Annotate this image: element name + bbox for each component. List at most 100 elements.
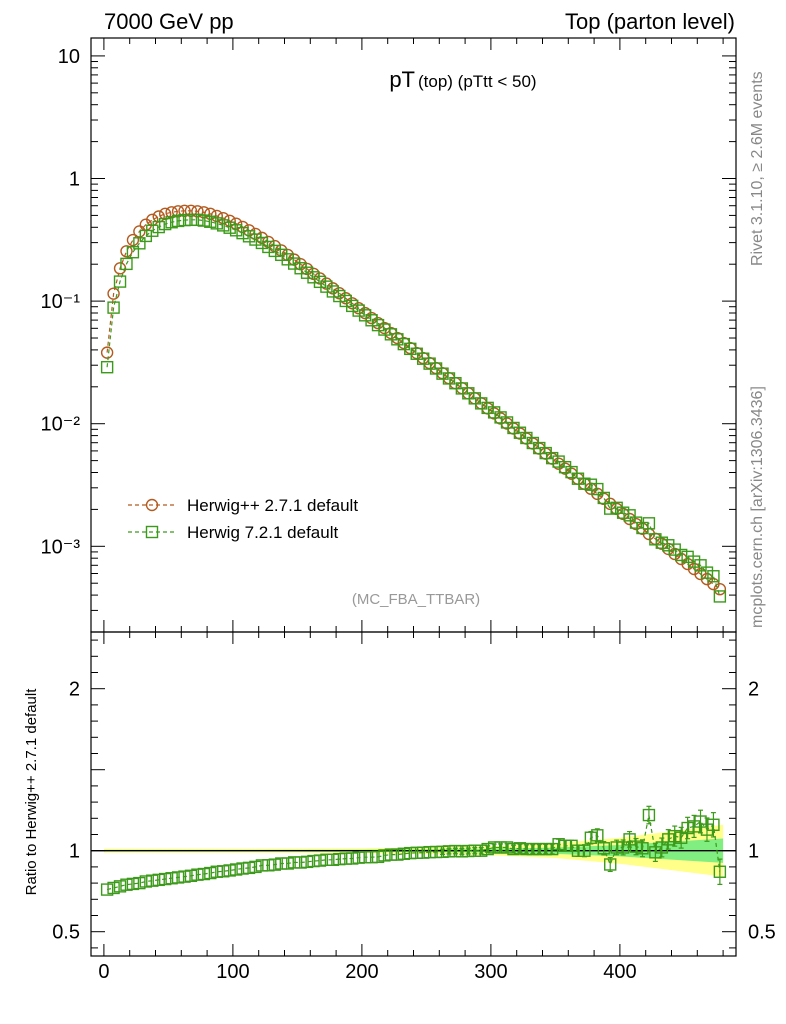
data-point xyxy=(397,337,411,351)
data-point xyxy=(442,372,456,385)
data-point xyxy=(204,215,217,228)
ratio-point xyxy=(636,842,649,855)
ratio-point xyxy=(358,850,372,864)
legend-label-herwig-pp: Herwig++ 2.7.1 default xyxy=(187,496,358,515)
main-plot-frame xyxy=(90,37,737,633)
ratio-point xyxy=(429,845,443,859)
x-tick-label: 400 xyxy=(603,961,636,983)
ratio-point xyxy=(462,844,475,858)
data-point xyxy=(229,224,243,237)
ratio-point xyxy=(307,854,320,868)
ratio-point xyxy=(416,846,430,859)
data-point xyxy=(120,257,133,271)
ratio-point xyxy=(681,821,694,835)
legend-marker-circle xyxy=(145,498,159,512)
ratio-point xyxy=(468,844,481,857)
data-point xyxy=(275,248,288,262)
data-point xyxy=(642,517,656,530)
data-point xyxy=(133,237,146,250)
ratio-point xyxy=(120,878,133,891)
ratio-point xyxy=(591,829,604,842)
ratio-point xyxy=(391,848,404,861)
data-point xyxy=(165,216,178,229)
data-point xyxy=(565,465,578,479)
ratio-point xyxy=(384,848,398,861)
ratio-point xyxy=(171,871,185,884)
ratio-point xyxy=(313,854,327,867)
data-point xyxy=(262,240,275,254)
data-point xyxy=(113,275,127,288)
data-point xyxy=(694,559,707,572)
analysis-watermark: (MC_FBA_TTBAR) xyxy=(352,591,480,608)
data-point xyxy=(158,207,172,221)
data-point xyxy=(184,204,198,218)
data-point xyxy=(204,207,217,221)
ratio-y-tick-label-right: 2 xyxy=(748,679,759,701)
plot-title-sub: (top) (pTtt < 50) xyxy=(418,72,537,91)
legend-entry-herwig7: Herwig 7.2.1 default xyxy=(128,523,338,542)
ratio-point xyxy=(352,851,365,864)
data-point xyxy=(475,397,488,410)
data-point xyxy=(191,213,204,227)
ratio-point xyxy=(526,842,540,856)
ratio-point xyxy=(597,842,610,855)
ratio-point xyxy=(255,859,269,872)
ratio-point xyxy=(584,831,598,844)
ratio-series-herwig7 xyxy=(100,805,727,896)
ratio-point xyxy=(158,872,172,886)
ratio-point xyxy=(281,857,294,870)
data-point xyxy=(507,421,520,435)
ratio-point xyxy=(539,842,552,856)
ratio-point xyxy=(558,839,572,853)
ratio-point xyxy=(475,844,488,857)
ratio-point xyxy=(191,868,204,881)
ratio-point xyxy=(604,858,617,871)
data-point xyxy=(700,566,714,579)
data-point xyxy=(591,482,604,496)
ratio-point xyxy=(165,872,178,885)
data-point xyxy=(255,236,269,250)
ratio-point xyxy=(707,818,720,831)
ratio-point xyxy=(713,865,727,878)
data-point xyxy=(146,224,159,237)
ratio-y-tick-label-left: 2 xyxy=(69,679,80,701)
ratio-point xyxy=(326,853,340,866)
ratio-y-tick-label-right: 0.5 xyxy=(748,922,776,944)
ratio-point xyxy=(552,838,565,851)
data-point xyxy=(107,287,120,300)
data-point xyxy=(210,217,223,230)
ratio-point xyxy=(571,844,585,857)
data-point xyxy=(133,225,146,238)
data-point xyxy=(713,590,727,603)
series-herwig7 xyxy=(100,213,727,603)
data-point xyxy=(223,221,236,234)
ratio-point xyxy=(378,849,391,862)
ratio-point xyxy=(662,833,675,846)
data-point xyxy=(681,550,694,564)
ratio-point xyxy=(642,808,656,822)
ratio-point xyxy=(242,861,256,875)
ratio-point xyxy=(146,874,159,887)
data-point xyxy=(120,245,133,258)
data-point xyxy=(662,539,675,552)
ratio-point xyxy=(126,877,140,891)
data-point xyxy=(391,333,404,346)
main-y-tick-label: 1 xyxy=(69,169,80,191)
ratio-plot-frame xyxy=(90,631,737,957)
ratio-point xyxy=(623,833,636,846)
ratio-point xyxy=(694,815,707,828)
data-point xyxy=(623,509,636,522)
data-point xyxy=(152,210,165,223)
data-point xyxy=(578,477,591,490)
legend-label-herwig7: Herwig 7.2.1 default xyxy=(187,523,338,542)
main-plot: 10 1 10⁻¹ 10⁻² 10⁻³ pT (top) (pTtt < 50) (MC… xyxy=(41,37,737,633)
data-point xyxy=(223,214,236,227)
data-point xyxy=(236,220,249,234)
ratio-point xyxy=(217,865,230,878)
ratio-point xyxy=(100,883,114,896)
ratio-point xyxy=(346,852,359,865)
header-right: Top (parton level) xyxy=(565,9,735,34)
ratio-point xyxy=(629,840,643,853)
main-y-tick-label: 10⁻¹ xyxy=(41,291,81,313)
plot-title-main: pT xyxy=(389,67,415,92)
